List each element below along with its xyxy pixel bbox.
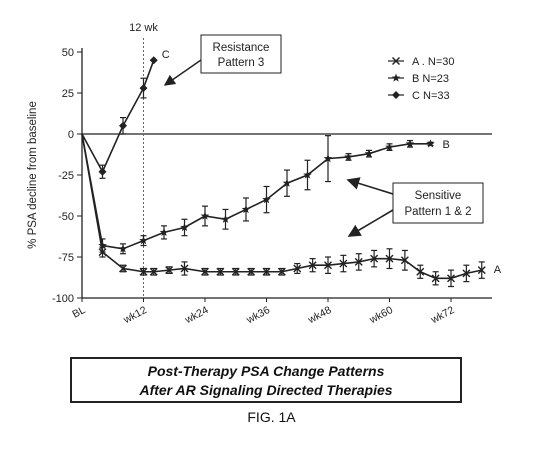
series-line-C (82, 60, 154, 172)
x-tick-label-4: wk48 (305, 304, 333, 327)
y-tick-label-2: 0 (68, 129, 74, 141)
resistance-annotation-line-0: Resistance (213, 42, 270, 54)
data-point-C-4 (150, 56, 158, 64)
sensitive-arrow-upper (348, 180, 393, 194)
sensitive-annotation-line-1: Pattern 1 & 2 (404, 206, 471, 218)
y-tick-label-4: -50 (58, 211, 74, 223)
legend-label-C: C N=33 (412, 90, 450, 102)
x-tick-label-3: wk36 (244, 304, 272, 327)
data-point-C-2 (119, 122, 127, 130)
series-end-label-A: A (494, 264, 502, 276)
figure-label: FIG. 1A (0, 409, 543, 425)
y-tick-label-5: -75 (58, 252, 74, 264)
legend-label-B: B N=23 (412, 73, 449, 85)
x-tick-label-6: wk72 (428, 304, 456, 327)
series-end-label-B: B (443, 139, 450, 151)
y-tick-label-1: 25 (62, 88, 74, 100)
data-point-C-3 (140, 84, 148, 92)
legend-item-A: A . N=30 (388, 56, 455, 68)
resistance-arrow (165, 60, 201, 85)
x-tick-label-5: wk60 (367, 304, 395, 327)
psa-change-chart: 50 25 0 -25 -50 -75 -100BL wk12 wk24 wk36 wk48 wk60… (0, 0, 543, 360)
legend-marker-B (392, 74, 401, 82)
sensitive-annotation: Sensitive Pattern 1 & 2 (348, 180, 483, 236)
caption-line-2: After AR Signaling Directed Therapies (72, 381, 460, 400)
series-line-B (82, 134, 431, 249)
y-tick-label-3: -25 (58, 170, 74, 182)
y-tick-label-0: 50 (62, 47, 74, 59)
legend-marker-C (392, 91, 400, 99)
x-tick-label-0: BL (70, 304, 87, 321)
legend-label-A: A . N=30 (412, 56, 455, 68)
data-point-C-1 (99, 168, 107, 176)
y-tick-label-6: -100 (52, 293, 74, 305)
figure-caption-box: Post-Therapy PSA Change Patterns After A… (70, 357, 462, 403)
week-12-reference-label: 12 wk (129, 22, 158, 34)
series-C: C (82, 49, 170, 178)
x-tick-label-1: wk12 (121, 304, 149, 327)
x-tick-label-2: wk24 (182, 304, 210, 327)
caption-line-1: Post-Therapy PSA Change Patterns (72, 362, 460, 381)
resistance-annotation-line-1: Pattern 3 (218, 57, 265, 69)
sensitive-arrow-lower (349, 210, 393, 236)
y-axis-label: % PSA decline from baseline (27, 101, 39, 249)
legend-item-B: B N=23 (388, 73, 449, 85)
data-point-B-17 (426, 139, 435, 147)
series-end-label-C: C (162, 49, 170, 61)
legend-item-C: C N=33 (388, 90, 450, 102)
resistance-annotation: Resistance Pattern 3 (165, 35, 281, 85)
sensitive-annotation-line-0: Sensitive (415, 190, 462, 202)
